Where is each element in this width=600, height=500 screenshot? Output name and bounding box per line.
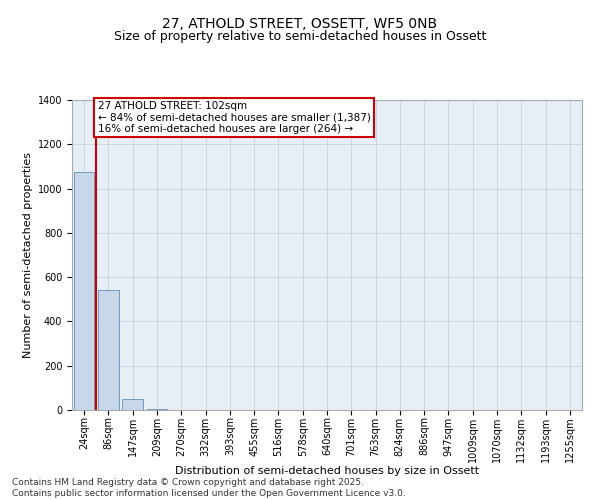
Text: Contains HM Land Registry data © Crown copyright and database right 2025.
Contai: Contains HM Land Registry data © Crown c… (12, 478, 406, 498)
Bar (122, 399, 143, 410)
Text: 27 ATHOLD STREET: 102sqm
← 84% of semi-detached houses are smaller (1,387)
16% o: 27 ATHOLD STREET: 102sqm ← 84% of semi-d… (97, 101, 370, 134)
X-axis label: Distribution of semi-detached houses by size in Ossett: Distribution of semi-detached houses by … (175, 466, 479, 476)
Text: Size of property relative to semi-detached houses in Ossett: Size of property relative to semi-detach… (114, 30, 486, 43)
Bar (98, 290, 119, 410)
Bar (74, 172, 94, 410)
Text: 27, ATHOLD STREET, OSSETT, WF5 0NB: 27, ATHOLD STREET, OSSETT, WF5 0NB (163, 18, 437, 32)
Bar (146, 409, 167, 410)
Y-axis label: Number of semi-detached properties: Number of semi-detached properties (23, 152, 34, 358)
